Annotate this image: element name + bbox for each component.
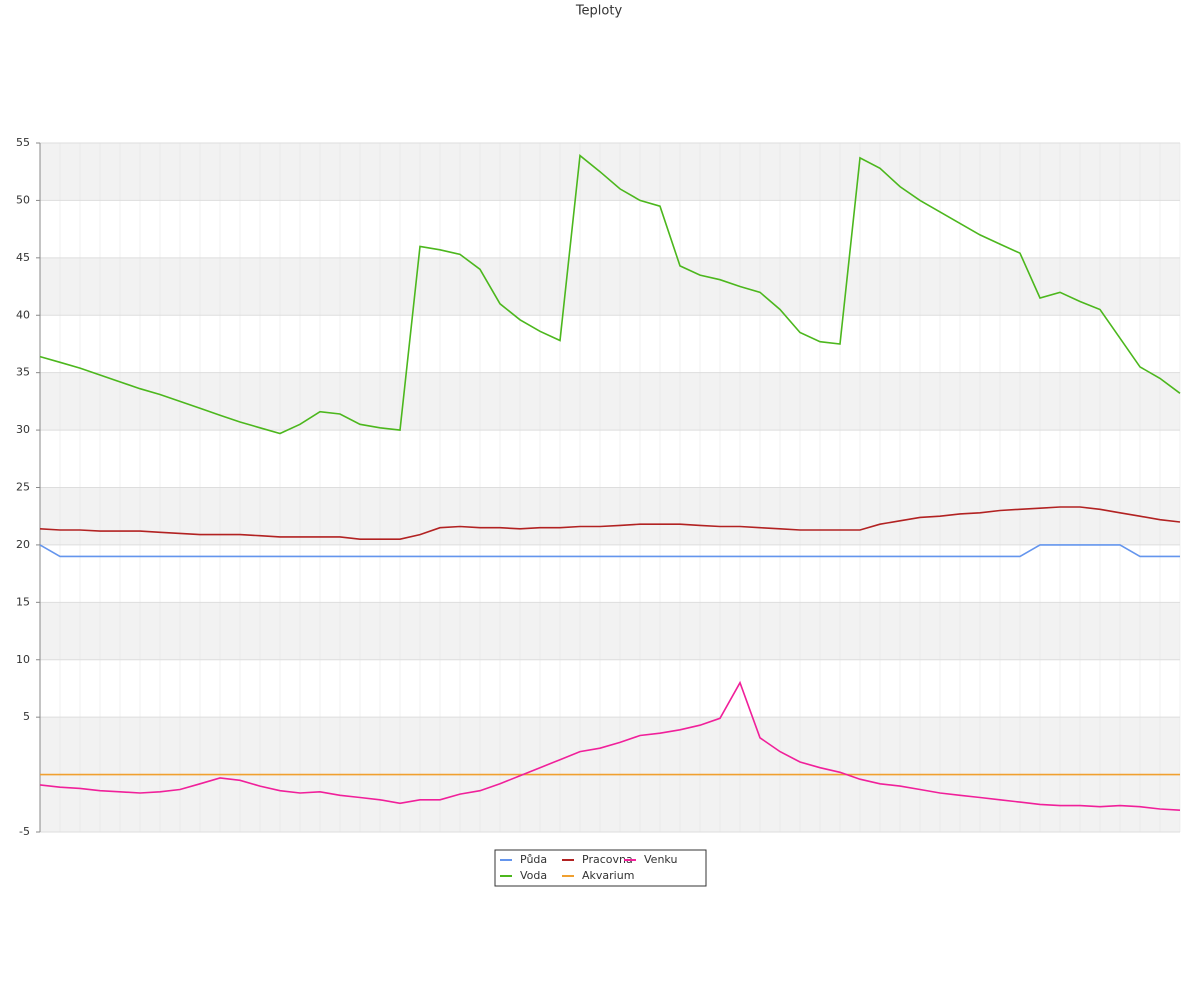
legend-label: Voda <box>520 869 547 882</box>
legend-label: Akvarium <box>582 869 634 882</box>
y-tick-label: 15 <box>16 595 30 608</box>
grid-band <box>40 487 1180 545</box>
y-tick-label: 40 <box>16 308 30 321</box>
grid-band <box>40 372 1180 431</box>
y-tick-label: 45 <box>16 251 30 264</box>
grid-band <box>40 257 1180 316</box>
y-tick-label: -5 <box>19 825 30 838</box>
y-tick-label: 30 <box>16 423 30 436</box>
grid-band <box>40 143 1180 201</box>
grid-band <box>40 602 1180 660</box>
chart-title: Teploty <box>575 4 623 19</box>
legend-label: Pracovna <box>582 853 633 866</box>
legend-box <box>494 849 707 887</box>
y-tick-label: 55 <box>16 136 30 149</box>
series-line <box>39 154 1181 435</box>
y-tick-label: 50 <box>16 193 30 206</box>
series-line <box>39 544 1180 558</box>
legend-label: Půda <box>520 853 547 866</box>
y-tick-label: 10 <box>16 653 30 666</box>
legend-label: Venku <box>644 853 677 866</box>
y-tick-label: 5 <box>23 710 30 723</box>
series-line <box>39 680 1181 811</box>
y-tick-label: 20 <box>16 538 30 551</box>
y-tick-label: 35 <box>16 366 30 379</box>
y-tick-label: 25 <box>16 481 30 494</box>
series-line <box>39 506 1181 540</box>
